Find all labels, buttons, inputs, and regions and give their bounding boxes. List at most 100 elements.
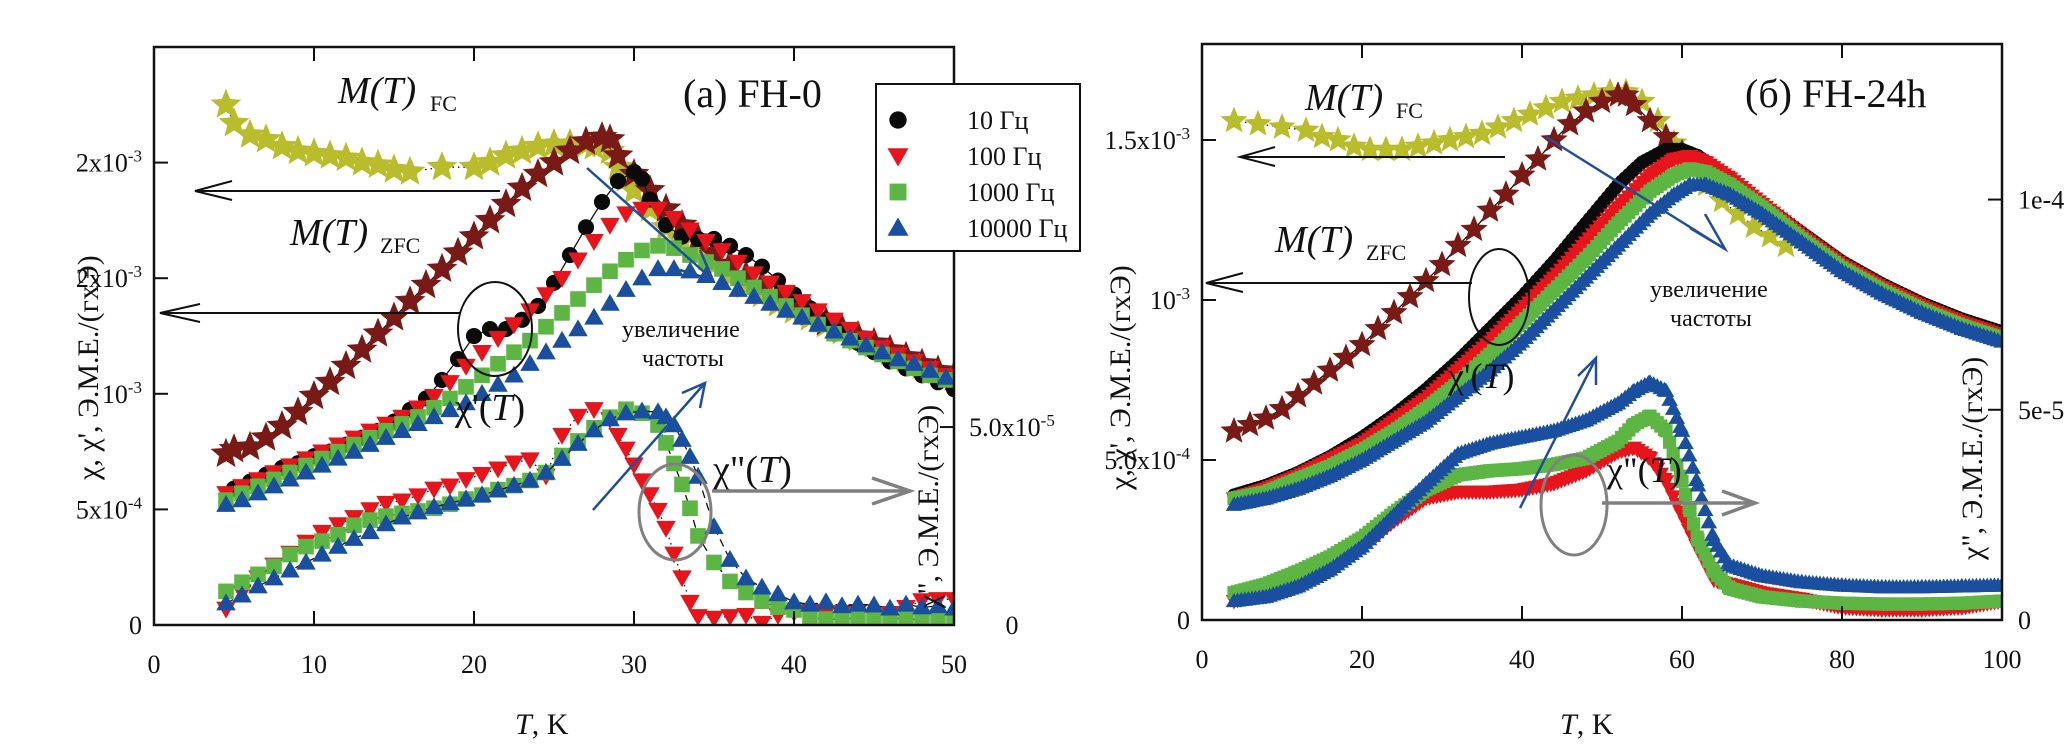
data-point	[808, 303, 828, 321]
data-point	[746, 269, 778, 299]
panel-a-title: (a) FH-0	[683, 71, 822, 116]
data-point	[616, 280, 636, 297]
data-point	[600, 293, 620, 311]
data-point	[490, 355, 506, 372]
panel-b-ticks: 0 20 40 60 80 100 0 5.0x10-4 10-3 1.5x10-3 0 5e-5 1e…	[1104, 44, 2064, 674]
data-point	[657, 216, 675, 234]
x-tick-label: 50	[941, 650, 967, 679]
series-mzfc-left	[1220, 81, 1712, 443]
data-point	[680, 222, 700, 240]
data-point	[616, 441, 636, 459]
data-point	[690, 528, 706, 544]
data-point	[362, 512, 378, 528]
data-point	[808, 314, 828, 332]
panel-a-series	[210, 88, 954, 625]
data-point	[744, 266, 764, 284]
data-point	[816, 592, 836, 610]
data-point	[408, 502, 428, 520]
panel-b-arrow-mzfc	[1205, 272, 1472, 293]
data-point	[568, 433, 588, 451]
data-point	[1663, 435, 1677, 449]
data-point	[552, 271, 572, 288]
data-point	[616, 403, 636, 421]
data-point	[1677, 434, 1694, 450]
data-point	[394, 155, 426, 185]
data-point	[1508, 160, 1536, 187]
data-point	[824, 312, 844, 330]
data-point	[376, 495, 396, 513]
data-point	[1772, 231, 1800, 258]
data-point	[266, 410, 298, 440]
data-point	[698, 236, 730, 266]
data-point	[210, 437, 242, 467]
data-point	[424, 497, 444, 515]
data-point	[504, 455, 524, 473]
x-tick-label: 20	[1349, 645, 1375, 674]
data-point	[602, 263, 618, 280]
data-point	[946, 611, 954, 625]
series-f1000-right	[1227, 409, 2002, 611]
data-point	[706, 554, 722, 571]
data-point	[408, 400, 428, 418]
data-point	[1652, 122, 1680, 149]
svg-text:FC: FC	[1396, 98, 1423, 123]
data-point	[664, 415, 684, 433]
data-point	[362, 317, 394, 347]
data-point	[426, 252, 458, 282]
data-point	[752, 615, 772, 625]
data-point	[1444, 231, 1472, 258]
data-point	[584, 420, 604, 438]
x-tick-label: 40	[1509, 645, 1535, 674]
data-point	[722, 573, 738, 590]
data-point	[728, 280, 748, 297]
panel-b-label-chi2: χ"(T)	[1606, 450, 1682, 490]
data-point	[930, 611, 946, 625]
data-point	[593, 193, 611, 210]
data-point	[250, 421, 282, 451]
data-point	[266, 130, 298, 160]
x-tick-label: 10	[301, 650, 327, 679]
data-point	[1500, 106, 1528, 133]
data-point	[632, 473, 652, 491]
data-point	[1484, 113, 1512, 139]
data-point	[376, 514, 396, 532]
data-point	[792, 294, 812, 312]
data-point	[928, 596, 948, 614]
data-point	[624, 457, 644, 475]
data-point	[232, 585, 252, 603]
panel-b-arrow-freq-down	[1545, 135, 1729, 253]
data-point	[736, 568, 756, 586]
series-f10000-right	[1225, 374, 2002, 608]
data-point	[568, 319, 588, 337]
data-point	[296, 462, 316, 480]
data-point	[1636, 106, 1664, 133]
data-point	[632, 268, 652, 286]
data-point	[1332, 343, 1360, 370]
data-point	[712, 273, 732, 290]
x-tick-label: 80	[1829, 645, 1855, 674]
svg-text:χ'(T): χ'(T)	[454, 387, 525, 429]
data-point	[920, 360, 940, 378]
data-point	[218, 583, 234, 600]
data-point	[232, 490, 252, 508]
data-point	[1420, 128, 1448, 155]
data-point	[538, 146, 570, 176]
data-point	[730, 259, 762, 289]
data-point	[1995, 594, 2002, 608]
data-point	[328, 517, 348, 535]
data-point	[680, 446, 700, 464]
data-point	[472, 345, 492, 362]
data-point	[834, 611, 850, 625]
data-point	[744, 286, 764, 304]
data-point	[570, 125, 602, 155]
panel-b-title: (б) FH-24h	[1745, 71, 1926, 116]
panel-a-chi1-ellipse	[457, 281, 533, 377]
data-point	[682, 247, 698, 263]
data-point	[866, 612, 882, 625]
data-point	[376, 427, 396, 445]
data-point	[1300, 369, 1328, 395]
data-point	[1540, 125, 1568, 152]
data-point	[1693, 489, 1710, 504]
legend-marker-f10000	[887, 217, 909, 236]
